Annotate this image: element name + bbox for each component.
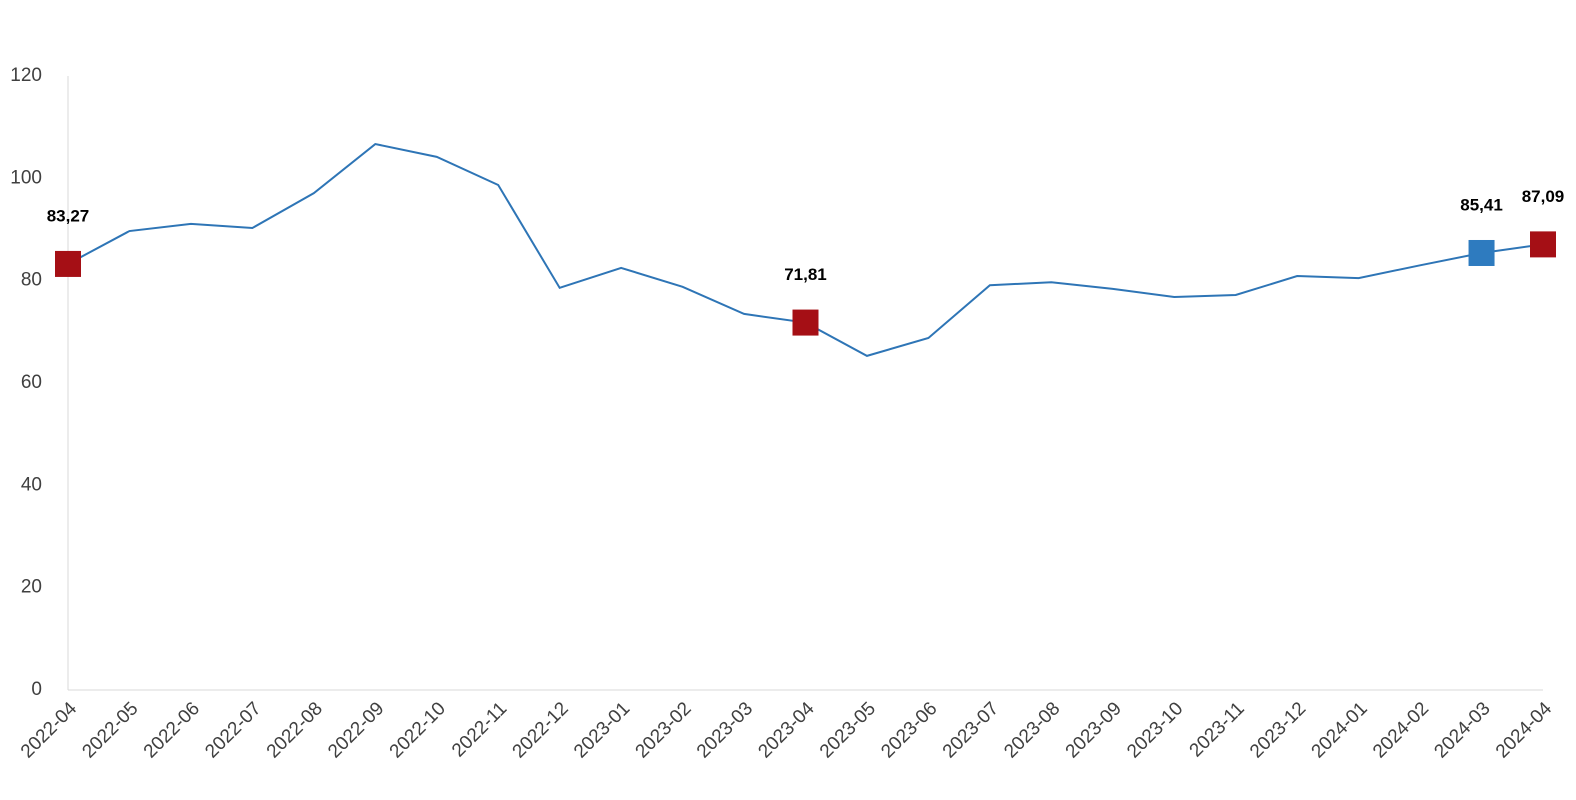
y-tick-label: 40 [21, 474, 42, 495]
x-tick-label: 2024-02 [1369, 698, 1433, 762]
y-tick-label: 0 [31, 679, 42, 700]
y-tick-label: 20 [21, 577, 42, 598]
x-tick-label: 2022-05 [78, 698, 142, 762]
x-tick-label: 2024-04 [1492, 698, 1556, 762]
x-tick-label: 2023-07 [939, 698, 1003, 762]
marker [792, 309, 819, 336]
x-tick-label: 2022-08 [263, 698, 327, 762]
y-tick-label: 100 [10, 167, 42, 188]
x-tick-label: 2023-12 [1246, 698, 1310, 762]
x-tick-label: 2023-04 [754, 698, 818, 762]
x-tick-label: 2023-09 [1062, 698, 1126, 762]
data-label: 71,81 [784, 265, 827, 284]
marker [1530, 231, 1556, 258]
x-tick-label: 2022-06 [140, 698, 204, 762]
x-tick-label: 2023-05 [816, 698, 880, 762]
x-tick-label: 2023-01 [570, 698, 634, 762]
x-tick-label: 2023-02 [632, 698, 696, 762]
y-tick-label: 60 [21, 372, 42, 393]
x-tick-label: 2023-11 [1186, 698, 1249, 761]
x-tick-label: 2022-12 [509, 698, 573, 762]
data-label: 87,09 [1522, 187, 1565, 206]
data-label: 83,27 [47, 206, 90, 225]
x-tick-label: 2023-08 [1000, 698, 1064, 762]
marker [55, 250, 81, 277]
y-tick-label: 120 [10, 65, 42, 86]
x-tick-label: 2022-07 [201, 698, 265, 762]
x-tick-label: 2022-09 [324, 698, 388, 762]
x-tick-label: 2022-04 [17, 698, 81, 762]
x-tick-label: 2023-03 [693, 698, 757, 762]
marker [1468, 239, 1495, 266]
x-tick-label: 2024-03 [1430, 698, 1494, 762]
x-tick-label: 2023-10 [1123, 698, 1187, 762]
data-label: 85,41 [1460, 195, 1503, 214]
x-tick-label: 2024-01 [1308, 698, 1372, 762]
y-tick-label: 80 [21, 270, 42, 291]
x-tick-label: 2022-11 [448, 698, 511, 761]
x-tick-label: 2023-06 [877, 698, 941, 762]
x-tick-label: 2022-10 [386, 698, 450, 762]
